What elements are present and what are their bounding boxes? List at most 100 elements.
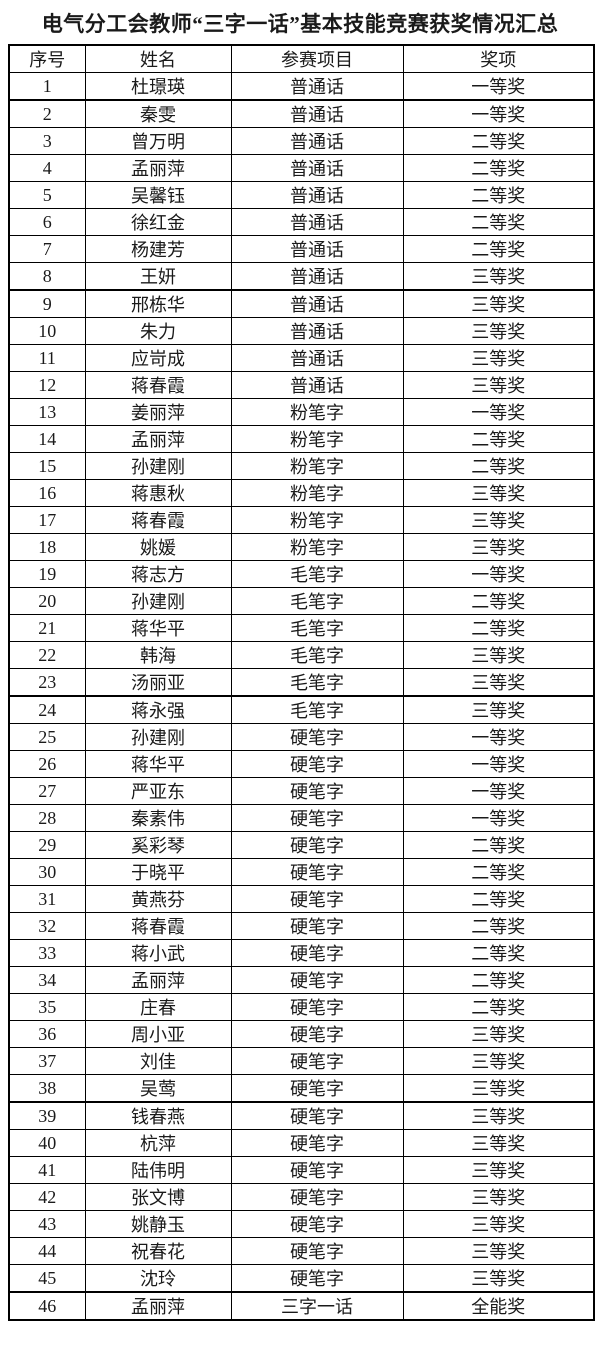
- table-row: 43 姚静玉 硬笔字 三等奖: [8, 1210, 595, 1238]
- table-row: 26 蒋华平 硬笔字 一等奖: [8, 750, 595, 778]
- cell-index: 24: [8, 695, 86, 724]
- table-row: 23 汤丽亚 毛笔字 三等奖: [8, 668, 595, 697]
- cell-award: 一等奖: [402, 99, 595, 128]
- column-header-index: 序号: [8, 44, 86, 73]
- cell-name: 祝春花: [84, 1237, 232, 1265]
- cell-name: 王妍: [84, 262, 232, 291]
- cell-name: 陆伟明: [84, 1156, 232, 1184]
- cell-name: 秦素伟: [84, 804, 232, 832]
- cell-award: 三等奖: [402, 1047, 595, 1075]
- cell-event: 硬笔字: [230, 804, 404, 832]
- cell-event: 硬笔字: [230, 777, 404, 805]
- cell-index: 20: [8, 587, 86, 615]
- cell-event: 粉笔字: [230, 425, 404, 453]
- cell-event: 普通话: [230, 208, 404, 236]
- cell-award: 二等奖: [402, 452, 595, 480]
- cell-name: 蒋小武: [84, 939, 232, 967]
- cell-name: 孙建刚: [84, 452, 232, 480]
- column-header-name: 姓名: [84, 44, 232, 73]
- cell-award: 二等奖: [402, 127, 595, 155]
- table-row: 17 蒋春霞 粉笔字 三等奖: [8, 506, 595, 534]
- cell-award: 一等奖: [402, 72, 595, 101]
- table-row: 9 邢栋华 普通话 三等奖: [8, 289, 595, 318]
- cell-award: 三等奖: [402, 371, 595, 399]
- cell-name: 孟丽萍: [84, 425, 232, 453]
- cell-index: 17: [8, 506, 86, 534]
- cell-award: 三等奖: [402, 262, 595, 291]
- cell-index: 41: [8, 1156, 86, 1184]
- cell-event: 普通话: [230, 127, 404, 155]
- cell-index: 9: [8, 289, 86, 318]
- cell-name: 周小亚: [84, 1020, 232, 1048]
- cell-name: 蒋华平: [84, 750, 232, 778]
- table-row: 35 庄春 硬笔字 二等奖: [8, 993, 595, 1021]
- cell-name: 杨建芳: [84, 235, 232, 263]
- cell-index: 28: [8, 804, 86, 832]
- table-row: 11 应岢成 普通话 三等奖: [8, 344, 595, 372]
- table-row: 30 于晓平 硬笔字 二等奖: [8, 858, 595, 886]
- cell-event: 毛笔字: [230, 695, 404, 724]
- cell-event: 普通话: [230, 262, 404, 291]
- cell-index: 29: [8, 831, 86, 859]
- cell-name: 奚彩琴: [84, 831, 232, 859]
- table-row: 21 蒋华平 毛笔字 二等奖: [8, 614, 595, 642]
- cell-event: 普通话: [230, 317, 404, 345]
- cell-event: 粉笔字: [230, 506, 404, 534]
- cell-award: 三等奖: [402, 1183, 595, 1211]
- table-row: 19 蒋志方 毛笔字 一等奖: [8, 560, 595, 588]
- cell-name: 于晓平: [84, 858, 232, 886]
- cell-award: 二等奖: [402, 235, 595, 263]
- cell-name: 蒋春霞: [84, 912, 232, 940]
- cell-index: 45: [8, 1264, 86, 1293]
- table-row: 41 陆伟明 硬笔字 三等奖: [8, 1156, 595, 1184]
- cell-name: 刘佳: [84, 1047, 232, 1075]
- table-row: 27 严亚东 硬笔字 一等奖: [8, 777, 595, 805]
- cell-award: 三等奖: [402, 1074, 595, 1103]
- cell-award: 三等奖: [402, 641, 595, 669]
- cell-award: 一等奖: [402, 777, 595, 805]
- cell-event: 普通话: [230, 289, 404, 318]
- cell-award: 一等奖: [402, 750, 595, 778]
- cell-event: 粉笔字: [230, 398, 404, 426]
- cell-event: 毛笔字: [230, 587, 404, 615]
- cell-award: 二等奖: [402, 858, 595, 886]
- cell-name: 孟丽萍: [84, 1291, 232, 1321]
- cell-name: 孟丽萍: [84, 966, 232, 994]
- cell-event: 硬笔字: [230, 1020, 404, 1048]
- cell-award: 二等奖: [402, 885, 595, 913]
- cell-award: 三等奖: [402, 479, 595, 507]
- cell-index: 35: [8, 993, 86, 1021]
- cell-event: 普通话: [230, 99, 404, 128]
- table-row: 25 孙建刚 硬笔字 一等奖: [8, 723, 595, 751]
- cell-event: 硬笔字: [230, 1210, 404, 1238]
- cell-event: 硬笔字: [230, 912, 404, 940]
- table-row: 45 沈玲 硬笔字 三等奖: [8, 1264, 595, 1293]
- cell-event: 毛笔字: [230, 641, 404, 669]
- cell-index: 37: [8, 1047, 86, 1075]
- table-row: 3 曾万明 普通话 二等奖: [8, 127, 595, 155]
- cell-event: 毛笔字: [230, 668, 404, 697]
- table-row: 28 秦素伟 硬笔字 一等奖: [8, 804, 595, 832]
- cell-index: 30: [8, 858, 86, 886]
- table-row: 13 姜丽萍 粉笔字 一等奖: [8, 398, 595, 426]
- table-row: 2 秦雯 普通话 一等奖: [8, 99, 595, 128]
- cell-index: 12: [8, 371, 86, 399]
- cell-index: 8: [8, 262, 86, 291]
- cell-index: 3: [8, 127, 86, 155]
- table-row: 4 孟丽萍 普通话 二等奖: [8, 154, 595, 182]
- cell-index: 5: [8, 181, 86, 209]
- cell-award: 三等奖: [402, 1020, 595, 1048]
- cell-award: 一等奖: [402, 398, 595, 426]
- table-row: 14 孟丽萍 粉笔字 二等奖: [8, 425, 595, 453]
- cell-event: 普通话: [230, 72, 404, 101]
- table-row: 39 钱春燕 硬笔字 三等奖: [8, 1101, 595, 1130]
- table-row: 7 杨建芳 普通话 二等奖: [8, 235, 595, 263]
- cell-name: 蒋惠秋: [84, 479, 232, 507]
- cell-name: 蒋志方: [84, 560, 232, 588]
- cell-event: 硬笔字: [230, 1047, 404, 1075]
- cell-name: 张文博: [84, 1183, 232, 1211]
- table-row: 5 吴馨钰 普通话 二等奖: [8, 181, 595, 209]
- cell-award: 三等奖: [402, 695, 595, 724]
- cell-award: 二等奖: [402, 425, 595, 453]
- cell-index: 21: [8, 614, 86, 642]
